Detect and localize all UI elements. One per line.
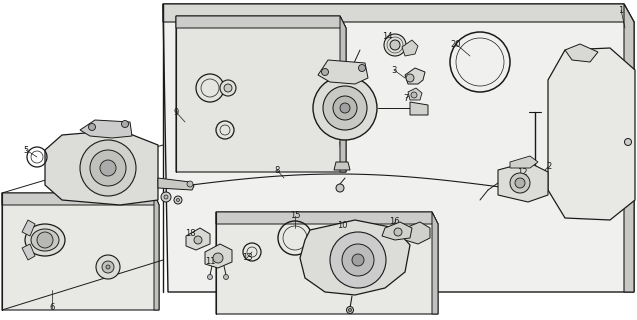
- Circle shape: [194, 236, 202, 244]
- Circle shape: [174, 196, 182, 204]
- Circle shape: [348, 308, 352, 311]
- Circle shape: [394, 228, 402, 236]
- Text: 20: 20: [451, 39, 461, 49]
- Text: 9: 9: [173, 108, 178, 116]
- Polygon shape: [405, 222, 430, 244]
- Circle shape: [122, 121, 129, 127]
- Polygon shape: [176, 16, 346, 28]
- Polygon shape: [22, 220, 35, 236]
- Circle shape: [411, 92, 417, 98]
- Text: 2: 2: [547, 162, 552, 171]
- Circle shape: [220, 80, 236, 96]
- Circle shape: [384, 34, 406, 56]
- Polygon shape: [334, 162, 350, 170]
- Circle shape: [89, 124, 96, 131]
- Circle shape: [100, 160, 116, 176]
- Polygon shape: [318, 60, 368, 84]
- Circle shape: [340, 103, 350, 113]
- Polygon shape: [2, 193, 159, 205]
- Polygon shape: [498, 162, 548, 202]
- Circle shape: [347, 307, 354, 314]
- Circle shape: [224, 84, 232, 92]
- Text: 10: 10: [337, 221, 347, 230]
- Circle shape: [80, 140, 136, 196]
- Polygon shape: [402, 40, 418, 56]
- Circle shape: [336, 184, 344, 192]
- Circle shape: [96, 255, 120, 279]
- Text: 13: 13: [241, 253, 252, 262]
- Circle shape: [323, 86, 367, 130]
- Polygon shape: [216, 212, 438, 314]
- Circle shape: [224, 275, 229, 279]
- Polygon shape: [163, 4, 634, 292]
- Text: 15: 15: [290, 212, 300, 220]
- Ellipse shape: [25, 224, 65, 256]
- Polygon shape: [565, 44, 598, 62]
- Text: 1: 1: [619, 5, 624, 14]
- Polygon shape: [80, 120, 132, 138]
- Polygon shape: [205, 244, 232, 268]
- Text: 12: 12: [517, 167, 527, 177]
- Polygon shape: [2, 193, 159, 310]
- Circle shape: [515, 178, 525, 188]
- Polygon shape: [216, 212, 438, 224]
- Circle shape: [342, 244, 374, 276]
- Circle shape: [313, 76, 377, 140]
- Text: 11: 11: [204, 257, 215, 266]
- Circle shape: [106, 265, 110, 269]
- Circle shape: [510, 173, 530, 193]
- Text: 14: 14: [382, 31, 392, 41]
- Polygon shape: [408, 88, 422, 100]
- Circle shape: [322, 68, 329, 76]
- Circle shape: [390, 40, 400, 50]
- Circle shape: [161, 192, 171, 202]
- Polygon shape: [22, 244, 35, 260]
- Circle shape: [37, 232, 53, 248]
- Circle shape: [187, 181, 193, 187]
- Circle shape: [330, 232, 386, 288]
- Circle shape: [406, 74, 414, 82]
- Polygon shape: [158, 178, 194, 190]
- Polygon shape: [340, 16, 346, 172]
- Polygon shape: [432, 212, 438, 314]
- Polygon shape: [154, 193, 159, 310]
- Text: 8: 8: [275, 165, 280, 174]
- Polygon shape: [510, 156, 538, 168]
- Polygon shape: [624, 4, 634, 292]
- Text: 7: 7: [403, 93, 409, 102]
- Circle shape: [213, 253, 223, 263]
- Circle shape: [102, 261, 114, 273]
- Text: 6: 6: [49, 303, 55, 313]
- Polygon shape: [176, 16, 346, 172]
- Circle shape: [176, 198, 180, 202]
- Text: 3: 3: [391, 66, 397, 75]
- Circle shape: [333, 96, 357, 120]
- Polygon shape: [300, 220, 410, 295]
- Circle shape: [359, 65, 366, 71]
- Polygon shape: [548, 48, 635, 220]
- Circle shape: [352, 254, 364, 266]
- Circle shape: [90, 150, 126, 186]
- Circle shape: [624, 139, 631, 146]
- Polygon shape: [186, 228, 210, 250]
- Polygon shape: [405, 68, 425, 84]
- Ellipse shape: [31, 229, 59, 251]
- Text: 18: 18: [185, 229, 196, 238]
- Polygon shape: [163, 4, 634, 22]
- Polygon shape: [410, 102, 428, 115]
- Polygon shape: [382, 222, 412, 240]
- Polygon shape: [45, 130, 158, 205]
- Text: 16: 16: [389, 218, 399, 227]
- Text: 5: 5: [24, 146, 29, 155]
- Circle shape: [164, 195, 168, 199]
- Circle shape: [208, 275, 213, 279]
- Text: 17: 17: [343, 269, 354, 278]
